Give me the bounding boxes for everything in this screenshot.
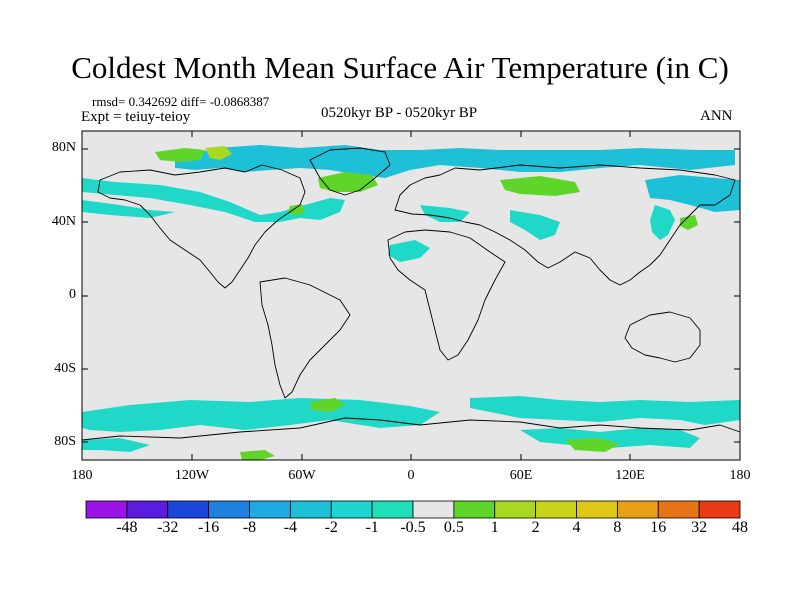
colorbar-label: -32 [157, 519, 179, 536]
colorbar-box [576, 500, 618, 519]
colorbar-box [412, 500, 455, 519]
coastlines [81, 147, 741, 441]
colorbar-box [85, 500, 128, 519]
lat-label-80s: 80S [54, 434, 76, 449]
period-label: 0520kyr BP - 0520kyr BP [321, 105, 478, 121]
colorbar-box [208, 500, 250, 519]
colorbar-label: 0.5 [443, 519, 464, 536]
colorbar-label: -0.5 [400, 519, 426, 536]
colorbar-box [126, 500, 169, 519]
colorbar-label: 4 [572, 519, 581, 536]
season-label: ANN [700, 108, 733, 124]
colorbar-box [167, 500, 210, 519]
lon-label-180e: 180 [729, 468, 751, 483]
lat-label-40n: 40N [51, 214, 76, 229]
stats-text: rmsd= 0.342692 diff= -0.0868387 [92, 94, 270, 109]
lon-label-60w: 60W [288, 468, 316, 483]
colorbar-label: -1 [365, 519, 379, 536]
axis-ticks [82, 131, 740, 460]
colorbar-label: 48 [732, 519, 748, 536]
colorbar-label: 16 [650, 519, 667, 536]
colorbar-label: -4 [283, 519, 298, 536]
lon-label-0: 0 [407, 468, 415, 483]
lon-label-60e: 60E [509, 468, 533, 483]
colorbar-box [249, 500, 291, 519]
colorbar-box [698, 500, 741, 519]
colorbar-box [371, 500, 414, 519]
colorbar-label: -48 [116, 519, 138, 536]
colorbar-label: -2 [324, 519, 338, 536]
chart-title: Coldest Month Mean Surface Air Temperatu… [71, 50, 729, 85]
lat-label-80n: 80N [51, 140, 76, 155]
colorbar-box [657, 500, 700, 519]
colorbar-label: -16 [197, 519, 220, 536]
colorbar-label: 32 [691, 519, 708, 536]
colorbar-label: 8 [613, 519, 622, 536]
colorbar-box [535, 500, 577, 519]
colorbar-box [494, 500, 537, 519]
lon-label-120e: 120E [615, 468, 645, 483]
colorbar-box [616, 500, 659, 519]
experiment-label: Expt = teiuy-teioy [81, 109, 191, 125]
colorbar [85, 500, 741, 519]
colorbar-box [289, 500, 332, 519]
lon-label-180w: 180 [71, 468, 93, 483]
colorbar-label: 1 [490, 519, 499, 536]
positive-anomaly-patches [155, 146, 698, 460]
colorbar-box [453, 500, 496, 519]
lat-label-40s: 40S [54, 361, 76, 376]
colorbar-box [330, 500, 373, 519]
lat-label-0: 0 [69, 287, 76, 302]
colorbar-label: 2 [531, 519, 540, 536]
colorbar-label: -8 [242, 519, 257, 536]
lon-label-120w: 120W [174, 468, 210, 483]
negative-anomaly-patches [82, 145, 740, 452]
